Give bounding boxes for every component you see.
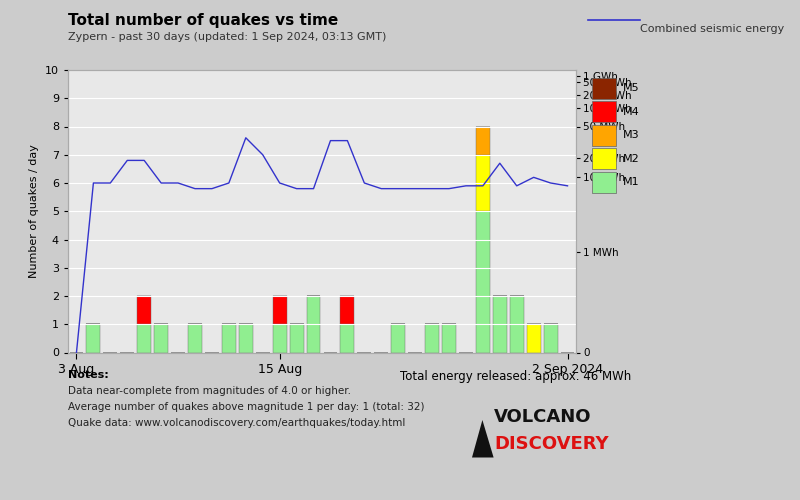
Text: M4: M4 xyxy=(622,106,639,117)
Bar xyxy=(188,324,202,352)
Bar xyxy=(86,324,100,352)
Bar xyxy=(476,155,490,211)
Bar xyxy=(290,324,303,352)
Bar xyxy=(341,324,354,352)
Text: M1: M1 xyxy=(622,177,639,187)
Text: Data near-complete from magnitudes of 4.0 or higher.: Data near-complete from magnitudes of 4.… xyxy=(68,386,351,396)
Bar xyxy=(306,296,321,352)
Bar xyxy=(442,324,456,352)
Bar xyxy=(273,324,286,352)
Bar xyxy=(425,324,439,352)
Text: Combined seismic energy: Combined seismic energy xyxy=(640,24,784,34)
Bar xyxy=(391,324,405,352)
Text: VOLCANO: VOLCANO xyxy=(494,408,592,426)
Text: Notes:: Notes: xyxy=(68,370,109,380)
Bar xyxy=(476,211,490,352)
Bar xyxy=(476,126,490,155)
Text: DISCOVERY: DISCOVERY xyxy=(494,435,609,453)
Bar xyxy=(222,324,236,352)
Bar xyxy=(544,324,558,352)
Bar xyxy=(154,324,168,352)
Bar xyxy=(510,296,524,352)
Text: Quake data: www.volcanodiscovery.com/earthquakes/today.html: Quake data: www.volcanodiscovery.com/ear… xyxy=(68,418,406,428)
Text: M3: M3 xyxy=(622,130,639,140)
Text: M5: M5 xyxy=(622,83,639,93)
Text: Total number of quakes vs time: Total number of quakes vs time xyxy=(68,12,338,28)
Bar xyxy=(239,324,253,352)
Bar xyxy=(526,324,541,352)
Bar xyxy=(273,296,286,324)
Bar xyxy=(138,324,151,352)
Text: Total energy released: approx. 46 MWh: Total energy released: approx. 46 MWh xyxy=(400,370,631,383)
Bar xyxy=(341,296,354,324)
Text: Average number of quakes above magnitude 1 per day: 1 (total: 32): Average number of quakes above magnitude… xyxy=(68,402,425,412)
Text: Zypern - past 30 days (updated: 1 Sep 2024, 03:13 GMT): Zypern - past 30 days (updated: 1 Sep 20… xyxy=(68,32,386,42)
Text: M2: M2 xyxy=(622,154,639,164)
Bar xyxy=(493,296,506,352)
Bar xyxy=(138,296,151,324)
Y-axis label: Number of quakes / day: Number of quakes / day xyxy=(30,144,39,278)
